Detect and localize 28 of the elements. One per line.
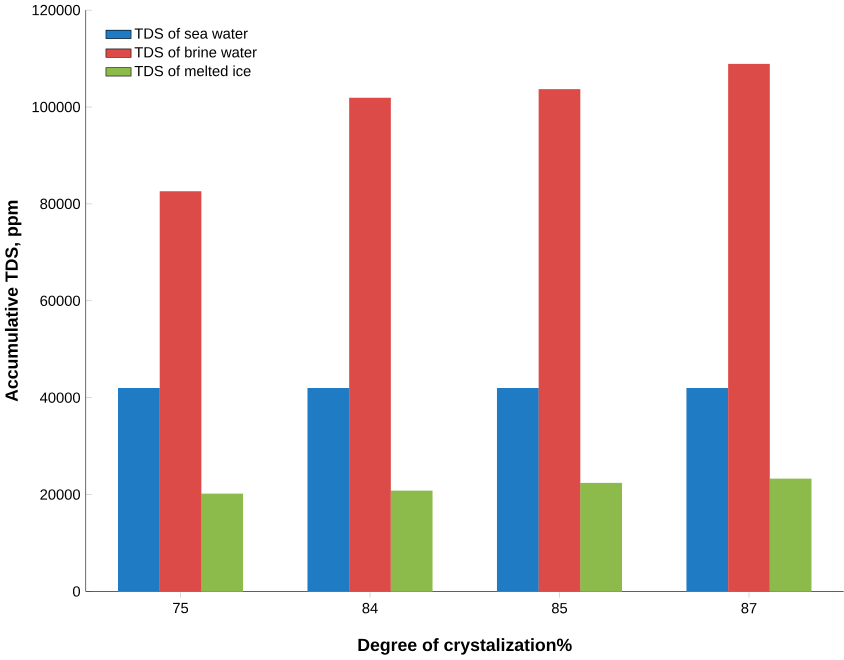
bar	[307, 388, 350, 592]
legend-label: TDS of sea water	[134, 28, 248, 39]
bar	[770, 478, 812, 592]
y-tick-label: 20000	[40, 490, 80, 500]
y-tick-label: 60000	[40, 296, 80, 306]
x-axis-title: Degree of crystalization%	[358, 638, 572, 655]
x-tick-label: 75	[173, 603, 188, 614]
bar	[496, 388, 539, 592]
bar	[118, 388, 160, 592]
x-tick-label: 87	[741, 603, 756, 614]
bar	[390, 490, 433, 592]
y-axis-title: Accumulative TDS, ppm	[4, 200, 22, 402]
y-tick-label: 100000	[32, 102, 80, 112]
legend-label: TDS of brine water	[134, 46, 257, 58]
bar	[580, 483, 622, 592]
bar	[349, 98, 391, 592]
y-tick-label: 40000	[40, 392, 80, 404]
y-tick-label: 80000	[40, 198, 80, 210]
bar	[201, 494, 244, 592]
bar	[686, 388, 728, 592]
x-tick-label: 85	[552, 603, 568, 614]
bar	[728, 64, 770, 592]
bar	[160, 191, 202, 592]
x-tick-label: 84	[362, 603, 378, 614]
bar	[538, 89, 580, 592]
y-tick-label: 0	[72, 586, 80, 597]
y-tick-label: 120000	[32, 5, 80, 16]
legend-label: TDS of melted ice	[134, 66, 251, 76]
